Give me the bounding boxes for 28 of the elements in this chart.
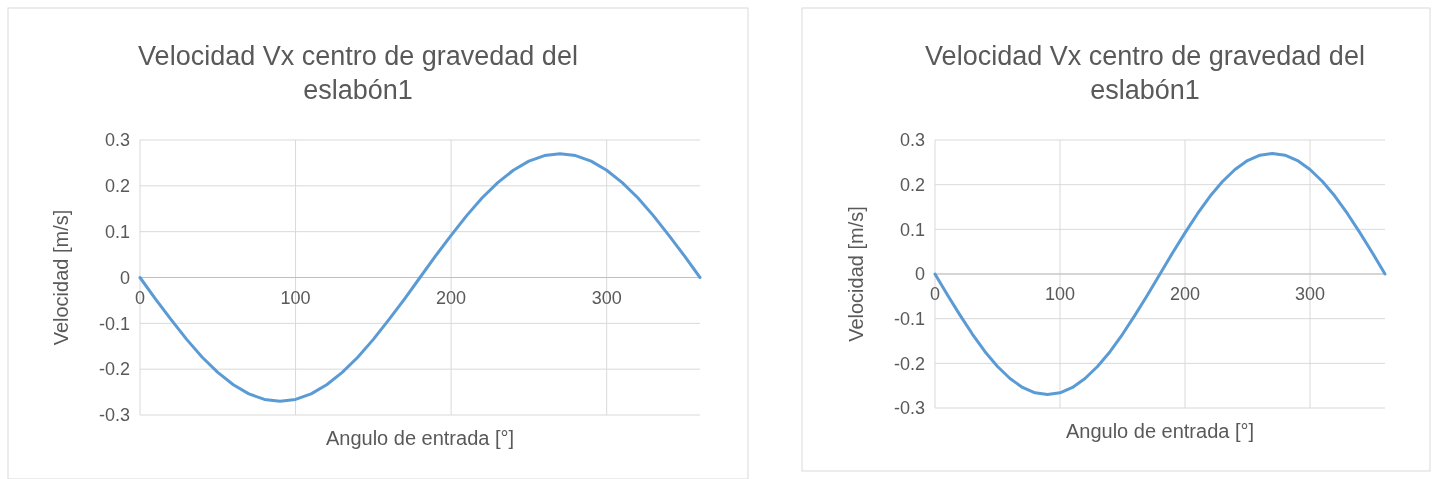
x-tick-label: 100 bbox=[280, 287, 311, 308]
y-axis-title: Velocidad [m/s] bbox=[845, 206, 867, 342]
x-tick-label: 100 bbox=[1044, 284, 1076, 304]
x-axis-title: Angulo de entrada [°] bbox=[325, 427, 515, 449]
y-tick-label: -0.3 bbox=[893, 398, 925, 419]
y-axis-title: Velocidad [m/s] bbox=[50, 209, 72, 346]
y-tick-label: -0.1 bbox=[98, 313, 130, 334]
y-tick-label: 0.2 bbox=[104, 176, 130, 197]
x-tick-label: 0 bbox=[134, 287, 146, 308]
y-tick-label: -0.3 bbox=[98, 405, 130, 426]
y-tick-label: 0 bbox=[914, 264, 925, 285]
y-tick-label: 0.1 bbox=[899, 219, 925, 240]
x-tick-label: 0 bbox=[929, 284, 941, 304]
chart-title: Velocidad Vx centro de gravedad del eslabón1 bbox=[925, 41, 1365, 105]
y-tick-label: 0.3 bbox=[899, 130, 925, 151]
y-tick-label: 0.2 bbox=[899, 174, 925, 195]
y-tick-label: -0.2 bbox=[893, 353, 925, 374]
chart-title: Velocidad Vx centro de gravedad del eslabón1 bbox=[138, 41, 578, 105]
x-tick-label: 200 bbox=[1169, 284, 1201, 304]
x-axis-title: Angulo de entrada [°] bbox=[1065, 420, 1255, 442]
x-tick-label: 200 bbox=[436, 287, 467, 308]
y-tick-label: -0.2 bbox=[98, 359, 130, 380]
x-tick-label: 300 bbox=[591, 287, 622, 308]
y-tick-label: 0.1 bbox=[104, 221, 130, 242]
x-tick-label: 300 bbox=[1294, 284, 1326, 304]
y-tick-label: -0.1 bbox=[893, 308, 925, 329]
y-tick-label: 0 bbox=[119, 267, 130, 288]
y-tick-label: 0.3 bbox=[104, 130, 130, 151]
